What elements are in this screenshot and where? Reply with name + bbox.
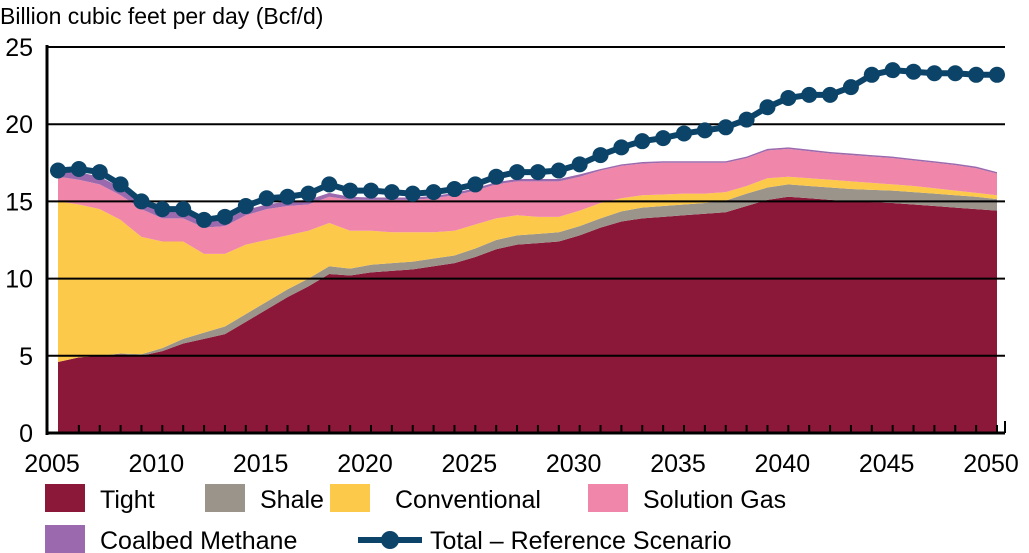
total-point xyxy=(425,184,442,201)
total-point xyxy=(905,63,922,80)
total-point xyxy=(550,162,567,179)
total-point xyxy=(175,201,192,218)
total-point xyxy=(216,208,233,225)
x-tick-label: 2020 xyxy=(337,450,393,478)
total-point xyxy=(258,190,275,207)
total-point xyxy=(50,162,66,179)
x-tick-label: 2015 xyxy=(233,450,289,478)
y-tick-label: 15 xyxy=(5,188,33,216)
total-line xyxy=(57,67,997,224)
legend-label: Total – Reference Scenario xyxy=(430,527,732,553)
y-tick-label: 25 xyxy=(5,34,33,62)
total-point xyxy=(91,164,108,181)
legend-label: Solution Gas xyxy=(643,486,786,514)
x-tick-label: 2030 xyxy=(546,450,602,478)
legend-label: Shale xyxy=(260,486,324,514)
legend: Tight Shale Conventional Solution Gas Coalbe… xyxy=(45,484,786,553)
legend-swatch-solution-gas xyxy=(588,484,628,512)
total-point xyxy=(634,133,651,150)
total-point xyxy=(154,201,171,218)
area-tight xyxy=(58,196,997,433)
total-point xyxy=(655,130,672,147)
total-line-series xyxy=(50,62,1005,228)
total-point xyxy=(529,164,546,181)
total-point xyxy=(676,125,692,142)
total-point xyxy=(884,62,901,79)
x-tick-label: 2025 xyxy=(442,450,498,478)
y-tick-label: 10 xyxy=(5,266,33,294)
total-point xyxy=(571,156,588,173)
total-point xyxy=(968,66,985,83)
axes xyxy=(45,45,1006,435)
legend-swatch-shale xyxy=(205,484,245,512)
total-point xyxy=(947,65,964,82)
total-point xyxy=(717,119,734,136)
total-point xyxy=(363,182,379,199)
x-tick-label: 2045 xyxy=(859,450,915,478)
legend-marker-total xyxy=(381,531,399,549)
total-point xyxy=(196,211,213,228)
total-point xyxy=(696,122,713,139)
gridlines xyxy=(47,46,1005,357)
total-point xyxy=(488,168,505,185)
total-point xyxy=(300,185,317,202)
total-point xyxy=(592,147,609,164)
total-point xyxy=(383,184,400,201)
total-point xyxy=(70,160,87,177)
total-point xyxy=(467,176,484,193)
total-point xyxy=(926,65,943,82)
total-point xyxy=(509,164,526,181)
total-point xyxy=(321,176,338,193)
legend-swatch-tight xyxy=(45,484,85,512)
x-tick-labels: 2005 2010 2015 2020 2025 2030 2035 2040 2045 2050 xyxy=(24,450,1019,478)
total-point xyxy=(404,185,421,202)
x-tick-label: 2035 xyxy=(650,450,706,478)
x-tick-label: 2005 xyxy=(24,450,80,478)
legend-label: Tight xyxy=(100,486,155,514)
y-tick-label: 5 xyxy=(19,343,33,371)
total-point xyxy=(759,99,776,116)
x-tick-label: 2010 xyxy=(129,450,185,478)
y-tick-labels: 0 5 10 15 20 25 xyxy=(5,34,33,448)
total-point xyxy=(863,66,880,83)
area-conventional xyxy=(58,176,997,362)
total-point xyxy=(279,188,296,205)
x-tick-label: 2040 xyxy=(755,450,811,478)
total-point xyxy=(822,86,839,103)
total-point xyxy=(112,176,129,193)
total-point xyxy=(738,111,755,128)
total-point xyxy=(446,181,463,198)
area-layers xyxy=(58,147,997,433)
legend-swatch-conventional xyxy=(330,484,370,512)
legend-swatch-coalbed-methane xyxy=(45,525,85,553)
total-point xyxy=(342,182,359,199)
total-point xyxy=(801,86,818,103)
total-point xyxy=(133,193,150,210)
total-point xyxy=(613,139,630,156)
total-point xyxy=(989,66,1005,83)
y-axis-label: Billion cubic feet per day (Bcf/d) xyxy=(0,3,323,29)
total-point xyxy=(842,79,859,96)
y-tick-label: 20 xyxy=(5,111,33,139)
legend-label: Conventional xyxy=(395,486,541,514)
total-point xyxy=(237,198,254,215)
x-tick-label: 2050 xyxy=(963,450,1019,478)
y-tick-label: 0 xyxy=(19,420,33,448)
total-point xyxy=(780,89,797,106)
legend-label: Coalbed Methane xyxy=(100,527,297,553)
